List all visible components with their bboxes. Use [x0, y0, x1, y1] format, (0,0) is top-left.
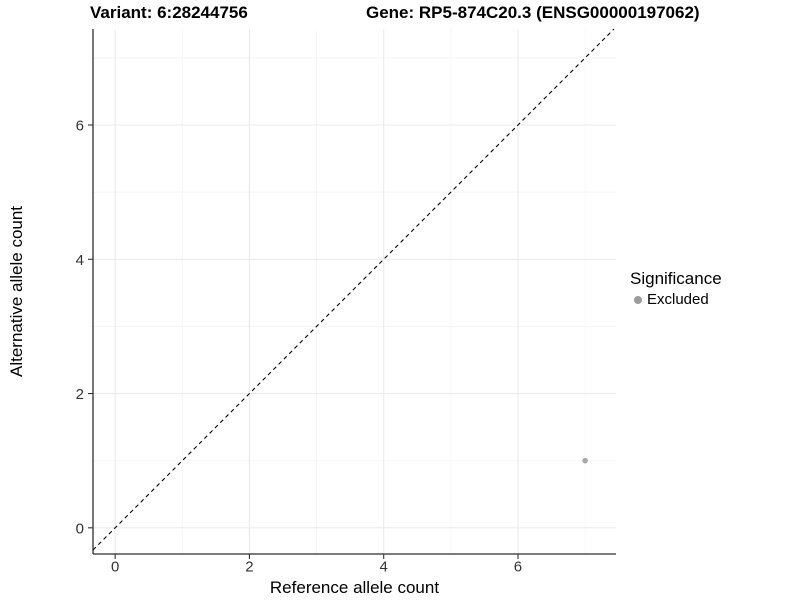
- x-axis-title: Reference allele count: [270, 578, 439, 597]
- legend-title: Significance: [630, 269, 722, 288]
- x-tick-label: 6: [514, 559, 522, 576]
- legend-point-icon: [634, 295, 642, 304]
- y-tick-label: 4: [76, 252, 84, 269]
- x-tick-label: 2: [245, 559, 253, 576]
- y-tick-label: 2: [76, 386, 84, 403]
- significance-legend: Significance Excluded: [630, 268, 722, 310]
- y-tick-label: 6: [76, 118, 84, 135]
- plot-panel: [93, 29, 616, 554]
- x-tick-label: 0: [111, 559, 119, 576]
- x-tick-label: 4: [380, 559, 388, 576]
- gene-title: Gene: RP5-874C20.3 (ENSG00000197062): [366, 3, 700, 22]
- y-tick-label: 0: [76, 520, 84, 537]
- legend-entry-excluded: Excluded: [630, 289, 722, 310]
- variant-title: Variant: 6:28244756: [90, 3, 248, 22]
- data-point-excluded: [582, 457, 588, 464]
- identity-dashed-line: [92, 28, 615, 551]
- legend-entry-label: Excluded: [647, 291, 709, 308]
- legend-entries: Excluded: [630, 289, 722, 310]
- y-axis-title: Alternative allele count: [7, 206, 26, 377]
